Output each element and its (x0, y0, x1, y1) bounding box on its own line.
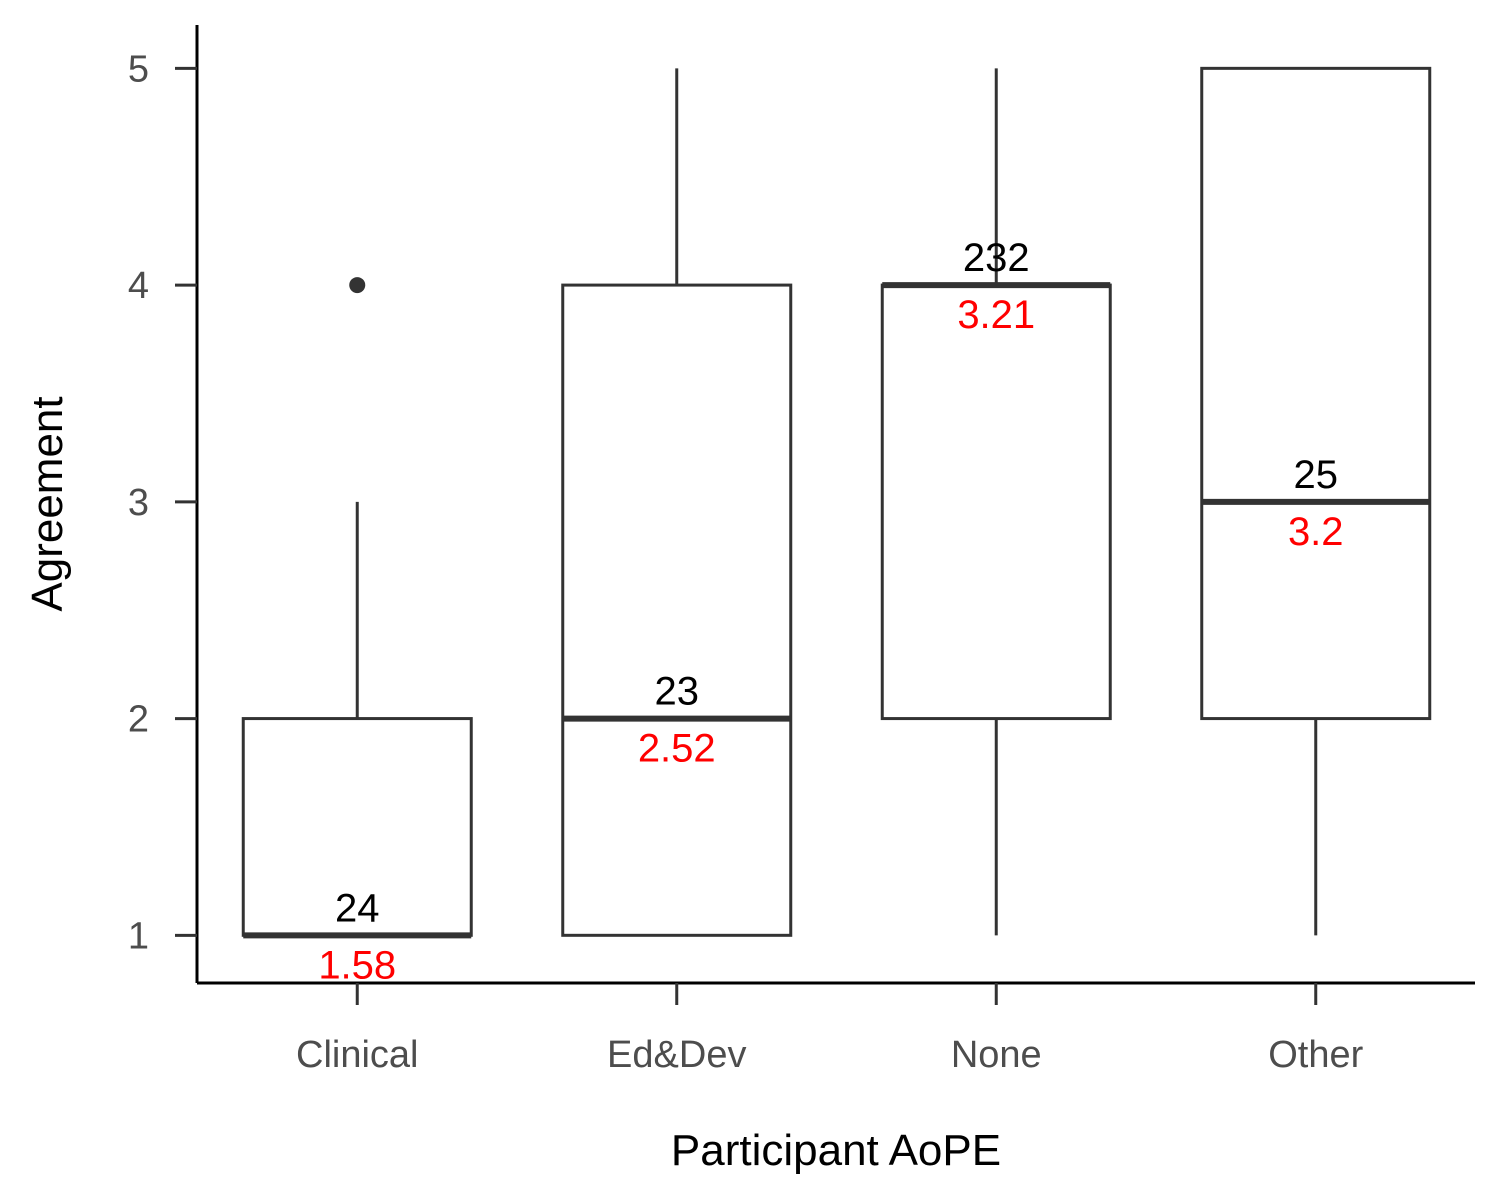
box-body (561, 283, 793, 937)
y-tick-label: 3 (128, 482, 149, 524)
x-tick-label: None (951, 1034, 1042, 1076)
y-axis-title: Agreement (23, 396, 72, 611)
box-other: 253.2 (1200, 66, 1432, 936)
box-body (880, 283, 1112, 721)
count-label: 24 (335, 886, 380, 930)
mean-label: 3.2 (1288, 510, 1344, 554)
mean-label: 2.52 (638, 727, 716, 771)
y-tick-label: 4 (128, 265, 149, 307)
box-body (1200, 66, 1432, 721)
y-tick-label: 2 (128, 699, 149, 741)
box-none: 232 3.21 (880, 68, 1112, 936)
axes (195, 25, 1475, 985)
box-clinical: 241.58 (241, 277, 473, 987)
box-ed-dev: 232.52 (561, 68, 793, 937)
x-tick-label: Ed&Dev (607, 1034, 746, 1076)
mean-label: 1.58 (318, 943, 396, 987)
outlier-point (349, 277, 366, 294)
mean-label: 3.21 (957, 293, 1035, 337)
count-label: 23 (655, 670, 700, 714)
y-tick-label: 5 (128, 48, 149, 90)
count-label: 25 (1294, 453, 1339, 497)
x-tick-label: Clinical (296, 1034, 418, 1076)
x-axis-title: Participant AoPE (671, 1126, 1001, 1175)
x-tick-label: Other (1268, 1034, 1363, 1076)
count-label: 232 (963, 236, 1030, 280)
y-tick-label: 1 (128, 915, 149, 957)
